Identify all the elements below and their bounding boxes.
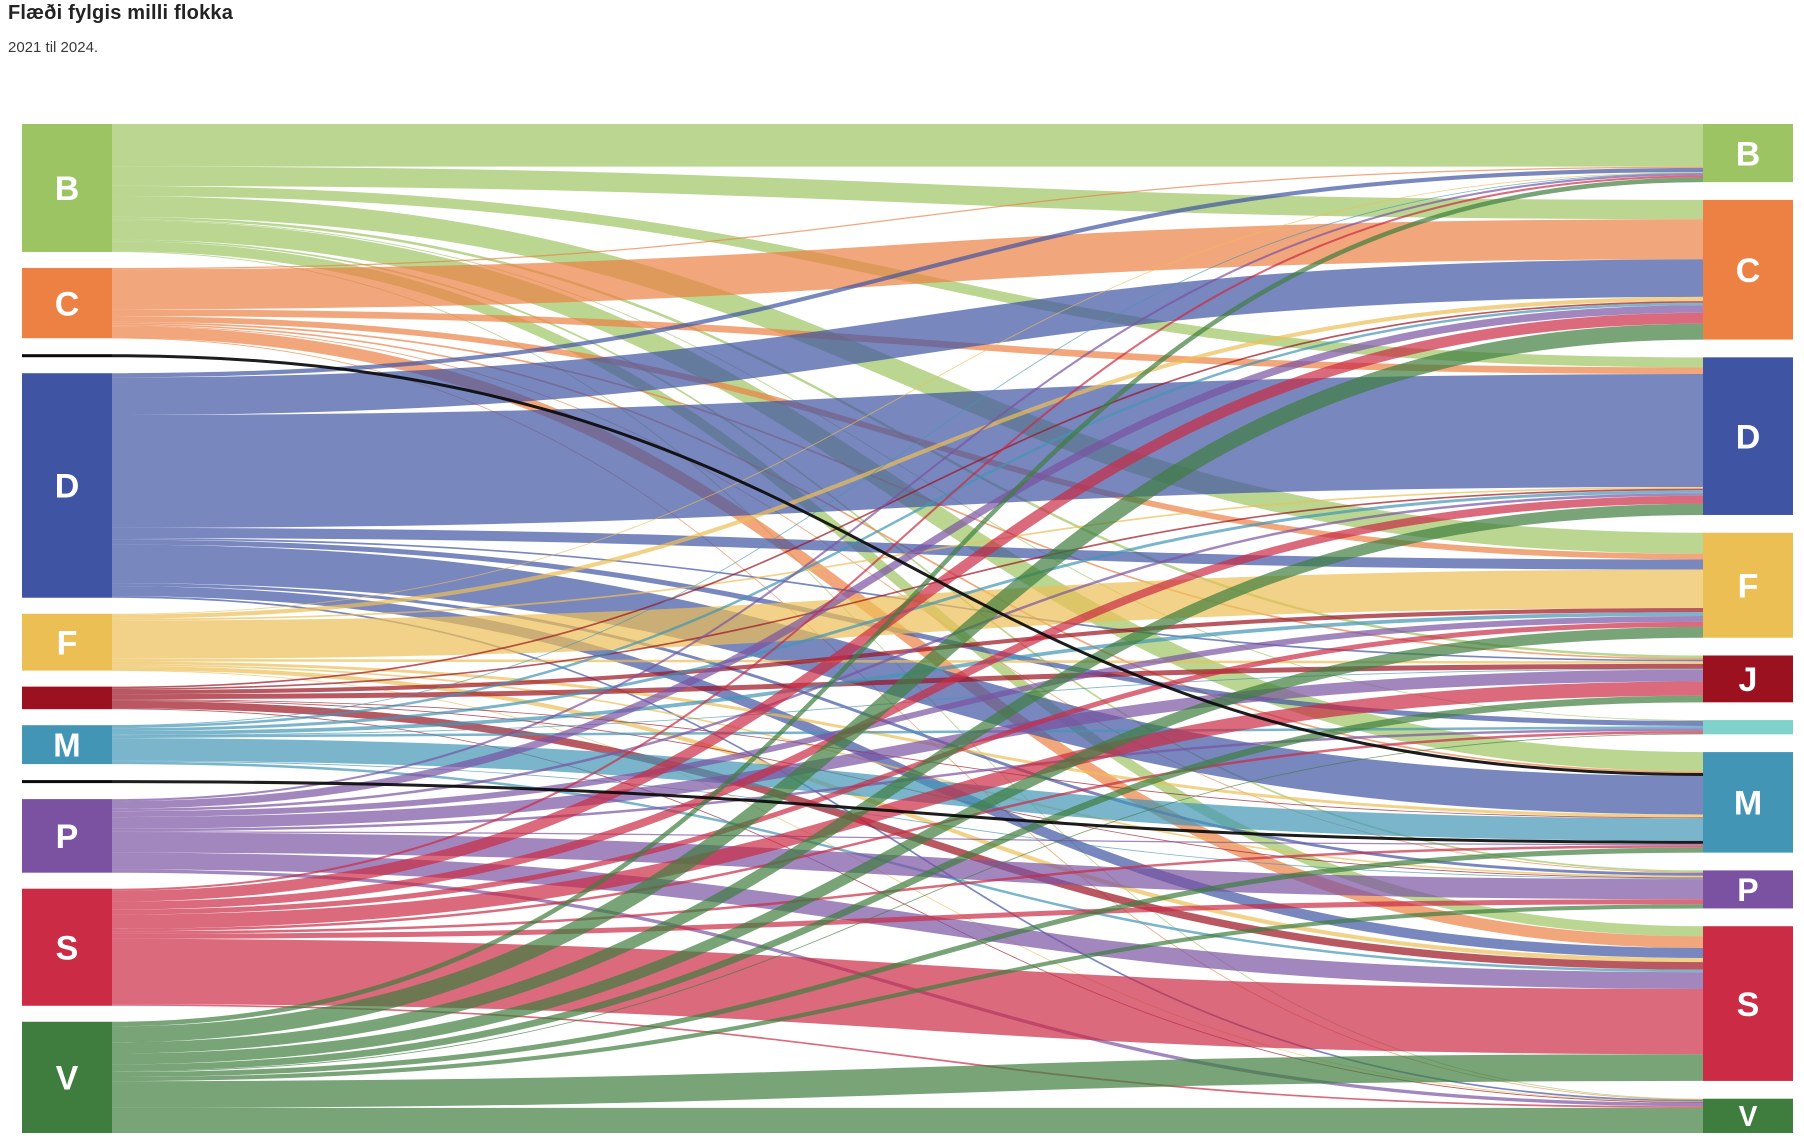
link-D-F[interactable] xyxy=(111,527,1704,570)
link-S-F[interactable] xyxy=(111,621,1704,915)
link-S-L[interactable] xyxy=(111,730,1704,932)
link-P-F[interactable] xyxy=(111,615,1704,818)
node-left-C[interactable]: C xyxy=(22,267,112,339)
link-S-M[interactable] xyxy=(111,845,1704,934)
node-bar[interactable] xyxy=(1703,1098,1793,1133)
node-bar[interactable] xyxy=(22,1021,112,1133)
node-right-C[interactable]: C xyxy=(1703,199,1793,340)
link-C-B[interactable] xyxy=(111,166,1704,270)
node-left-B[interactable]: B xyxy=(22,124,112,252)
node-left-V[interactable]: V xyxy=(22,1021,112,1133)
node-left-P[interactable]: P xyxy=(22,799,112,873)
node-left-F[interactable]: F xyxy=(22,613,112,671)
node-left-D[interactable]: D xyxy=(22,373,112,598)
link-X2-M[interactable] xyxy=(111,780,1704,844)
link-S-D[interactable] xyxy=(111,495,1704,910)
node-bar[interactable] xyxy=(1703,655,1793,703)
node-right-F[interactable]: F xyxy=(1703,532,1793,638)
node-right-V[interactable]: V xyxy=(1703,1098,1793,1133)
link-J-S[interactable] xyxy=(111,700,1704,970)
link-P-B[interactable] xyxy=(111,173,1704,802)
link-S-J[interactable] xyxy=(111,681,1704,929)
node-right-J[interactable]: J xyxy=(1703,655,1793,703)
link-F-J[interactable] xyxy=(111,658,1704,664)
chart-subtitle: 2021 til 2024. xyxy=(8,39,99,56)
node-bar[interactable] xyxy=(1703,926,1793,1081)
node-bar[interactable] xyxy=(1703,532,1793,638)
link-C-C[interactable] xyxy=(111,219,1704,310)
link-S-P[interactable] xyxy=(111,899,1704,939)
link-S-B[interactable] xyxy=(111,175,1704,891)
link-M-C[interactable] xyxy=(111,302,1704,729)
link-V-M[interactable] xyxy=(111,847,1704,1077)
link-V-F[interactable] xyxy=(111,626,1704,1065)
link-V-S[interactable] xyxy=(111,1054,1704,1108)
link-V-D[interactable] xyxy=(111,503,1704,1054)
node-bar[interactable] xyxy=(1703,720,1793,735)
link-D-C[interactable] xyxy=(111,259,1704,416)
link-F-F[interactable] xyxy=(111,569,1704,659)
link-P-J[interactable] xyxy=(111,669,1704,829)
node-bar[interactable] xyxy=(1703,870,1793,909)
link-V-J[interactable] xyxy=(111,695,1704,1072)
link-S-C[interactable] xyxy=(111,312,1704,902)
link-J-C[interactable] xyxy=(111,301,1704,689)
link-M-B[interactable] xyxy=(111,172,1704,726)
node-right-B[interactable]: B xyxy=(1703,124,1793,183)
node-bar[interactable] xyxy=(22,686,112,710)
node-bar[interactable] xyxy=(1703,124,1793,183)
node-right-L[interactable] xyxy=(1703,720,1793,735)
chart-title: Flæði fylgis milli flokka xyxy=(8,2,234,24)
link-J-D[interactable] xyxy=(111,488,1704,690)
link-X1-M[interactable] xyxy=(111,354,1704,777)
link-M-P[interactable] xyxy=(111,760,1704,880)
chart-header: Flæði fylgis milli flokka 2021 til 2024. xyxy=(8,2,233,56)
link-P-M[interactable] xyxy=(111,831,1704,846)
node-left-S[interactable]: S xyxy=(22,888,112,1006)
node-bar[interactable] xyxy=(22,613,112,671)
node-left-X1[interactable] xyxy=(22,354,112,358)
node-right-M[interactable]: M xyxy=(1703,752,1793,853)
link-V-L[interactable] xyxy=(111,733,1704,1072)
node-right-D[interactable]: D xyxy=(1703,357,1793,515)
node-bar[interactable] xyxy=(1703,199,1793,340)
node-bar[interactable] xyxy=(1703,357,1793,515)
node-bar[interactable] xyxy=(22,354,112,358)
node-bar[interactable] xyxy=(22,888,112,1006)
link-D-P[interactable] xyxy=(111,583,1704,876)
node-bar[interactable] xyxy=(22,267,112,339)
node-right-P[interactable]: P xyxy=(1703,870,1793,909)
node-bar[interactable] xyxy=(22,799,112,873)
node-left-J[interactable] xyxy=(22,686,112,710)
link-D-B[interactable] xyxy=(111,167,1704,378)
link-P-C[interactable] xyxy=(111,305,1704,809)
link-F-M[interactable] xyxy=(111,661,1704,818)
node-left-M[interactable]: M xyxy=(22,725,112,765)
node-bar[interactable] xyxy=(1703,752,1793,853)
link-V-P[interactable] xyxy=(111,904,1704,1082)
flow-ribbons xyxy=(111,124,1704,1134)
node-right-S[interactable]: S xyxy=(1703,926,1793,1081)
node-bar[interactable] xyxy=(22,780,112,784)
link-V-B[interactable] xyxy=(111,177,1704,1027)
link-P-D[interactable] xyxy=(111,493,1704,812)
link-F-C[interactable] xyxy=(111,296,1704,619)
node-left-X2[interactable] xyxy=(22,780,112,784)
link-M-M[interactable] xyxy=(111,738,1704,841)
node-bar[interactable] xyxy=(22,124,112,252)
link-V-C[interactable] xyxy=(111,323,1704,1043)
link-D-D[interactable] xyxy=(111,374,1704,528)
link-F-B[interactable] xyxy=(111,172,1704,615)
node-bar[interactable] xyxy=(22,725,112,765)
node-bar[interactable] xyxy=(22,373,112,598)
link-J-M[interactable] xyxy=(111,699,1704,819)
link-B-C[interactable] xyxy=(111,166,1704,220)
